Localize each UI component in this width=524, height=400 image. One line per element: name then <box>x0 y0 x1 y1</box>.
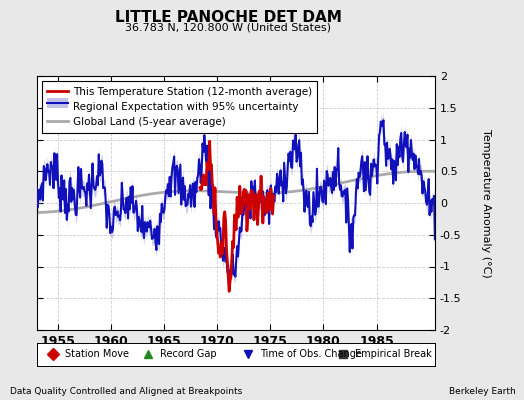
Text: Empirical Break: Empirical Break <box>355 350 432 359</box>
Text: Station Move: Station Move <box>64 350 128 359</box>
Legend: This Temperature Station (12-month average), Regional Expectation with 95% uncer: This Temperature Station (12-month avera… <box>42 81 318 132</box>
Text: Berkeley Earth: Berkeley Earth <box>450 387 516 396</box>
Text: Data Quality Controlled and Aligned at Breakpoints: Data Quality Controlled and Aligned at B… <box>10 387 243 396</box>
Text: Record Gap: Record Gap <box>160 350 217 359</box>
Text: Time of Obs. Change: Time of Obs. Change <box>260 350 362 359</box>
Text: 36.783 N, 120.800 W (United States): 36.783 N, 120.800 W (United States) <box>125 22 331 32</box>
Text: LITTLE PANOCHE DET DAM: LITTLE PANOCHE DET DAM <box>115 10 341 25</box>
Y-axis label: Temperature Anomaly (°C): Temperature Anomaly (°C) <box>481 129 491 277</box>
